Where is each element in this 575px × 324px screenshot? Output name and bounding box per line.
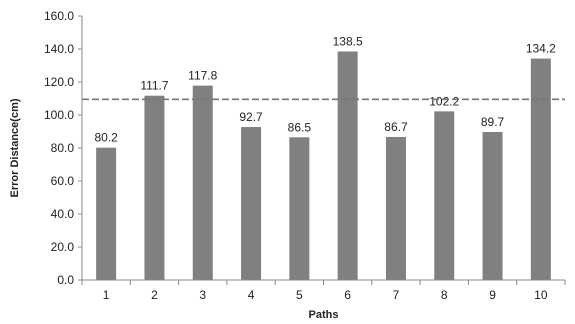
data-labels-group: 80.2 111.7 117.8 92.7 86.5 138.5 86.7 102.2 89.7… xyxy=(94,34,556,144)
bar xyxy=(144,95,165,280)
x-tick-label: 1 xyxy=(103,288,110,302)
y-tick-label: 20.0 xyxy=(51,240,75,254)
x-tick-label: 10 xyxy=(534,288,548,302)
y-axis-title: Error Distance(cm) xyxy=(9,98,21,197)
y-tick-label: 0.0 xyxy=(57,273,74,287)
data-label: 92.7 xyxy=(239,110,263,124)
bar xyxy=(96,147,117,280)
x-axis-title: Paths xyxy=(309,309,339,321)
y-tick-label: 120.0 xyxy=(44,75,74,89)
data-label: 117.8 xyxy=(188,69,217,83)
bar xyxy=(385,136,406,280)
data-label: 102.2 xyxy=(429,94,459,108)
x-tick-label: 8 xyxy=(441,288,448,302)
bar xyxy=(289,137,310,280)
data-label: 80.2 xyxy=(94,131,118,145)
x-axis: 1 2 3 4 5 6 7 8 9 10 xyxy=(81,280,566,302)
bar xyxy=(482,131,503,280)
data-label: 134.2 xyxy=(526,42,556,56)
x-tick-label: 2 xyxy=(151,288,158,302)
y-tick-label: 60.0 xyxy=(51,174,75,188)
bar xyxy=(241,127,262,280)
y-tick-label: 160.0 xyxy=(44,9,74,23)
x-tick-label: 6 xyxy=(344,288,351,302)
x-tick-label: 9 xyxy=(489,288,496,302)
x-tick-label: 5 xyxy=(296,288,303,302)
data-label: 86.5 xyxy=(288,120,312,134)
data-label: 111.7 xyxy=(140,79,169,93)
data-label: 86.7 xyxy=(384,120,408,134)
x-tick-label: 3 xyxy=(199,288,206,302)
y-tick-label: 80.0 xyxy=(51,141,75,155)
data-label: 138.5 xyxy=(333,34,363,48)
y-tick-label: 100.0 xyxy=(44,108,74,122)
bar xyxy=(337,51,358,280)
bars-group xyxy=(96,51,551,281)
x-tick-label: 7 xyxy=(393,288,400,302)
x-tick-label: 4 xyxy=(248,288,255,302)
y-tick-label: 140.0 xyxy=(44,42,74,56)
bar xyxy=(434,111,455,281)
y-axis: 0.0 20.0 40.0 60.0 80.0 100.0 120.0 140.0 160.0 xyxy=(44,9,82,287)
y-tick-label: 40.0 xyxy=(51,207,75,221)
bar xyxy=(192,85,213,280)
data-label: 89.7 xyxy=(481,115,505,129)
bar xyxy=(530,58,551,280)
